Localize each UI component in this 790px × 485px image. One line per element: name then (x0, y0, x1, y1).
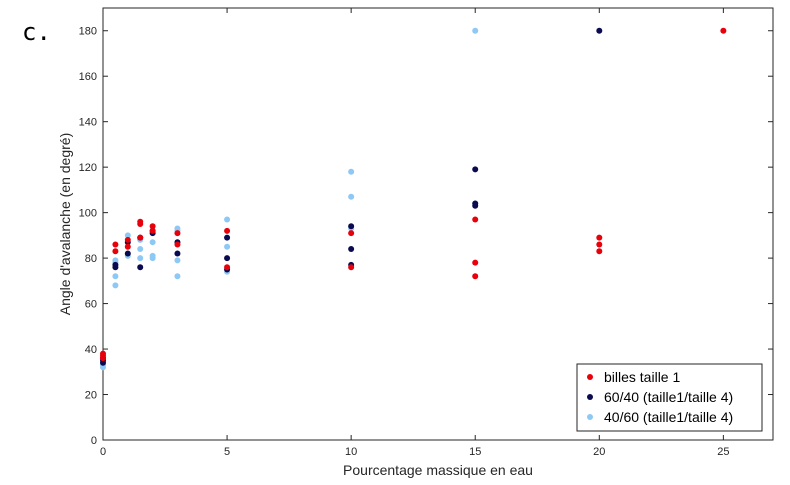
legend-box (576, 363, 763, 432)
data-point (174, 257, 181, 264)
y-tick-label: 140 (79, 117, 97, 129)
x-axis-label: Pourcentage massique en eau (343, 462, 533, 478)
data-point (472, 259, 479, 266)
data-point (472, 27, 479, 34)
data-point (596, 241, 603, 248)
data-point (149, 223, 156, 230)
data-point (348, 264, 355, 271)
y-tick-label: 180 (79, 26, 97, 38)
data-point (112, 282, 119, 289)
data-point (472, 202, 479, 209)
y-tick-label: 120 (79, 162, 97, 174)
data-point (596, 248, 603, 255)
data-point (224, 216, 231, 223)
y-tick-label: 40 (85, 344, 97, 356)
data-point (124, 232, 131, 239)
data-point (149, 227, 156, 234)
panel-label: c. (22, 18, 51, 46)
data-point (224, 264, 231, 271)
data-point (348, 223, 355, 230)
data-point (112, 273, 119, 280)
y-tick-label: 160 (79, 71, 97, 83)
y-tick-label: 80 (85, 253, 97, 265)
axis-ticks: 0 5 10 15 20 25 0 20 40 60 80 100 120 140 160 180 (79, 8, 773, 458)
data-point (174, 225, 181, 232)
data-point (137, 255, 144, 262)
data-point (137, 264, 144, 271)
legend-label-60-40: 60/40 (taille1/taille 4) (604, 389, 733, 405)
data-point (348, 230, 355, 237)
data-point (112, 257, 119, 264)
x-tick-label: 15 (469, 446, 481, 458)
data-point (174, 230, 181, 237)
x-tick-label: 5 (224, 446, 230, 458)
data-point (224, 234, 231, 241)
data-point (472, 216, 479, 223)
data-point (224, 227, 231, 234)
data-point (174, 241, 181, 248)
y-tick-label: 20 (85, 390, 97, 402)
data-point (100, 350, 106, 357)
x-tick-label: 20 (593, 446, 605, 458)
data-point (348, 193, 355, 200)
data-point (112, 248, 119, 255)
data-points (100, 27, 727, 371)
data-point (224, 243, 231, 250)
data-point (149, 239, 156, 246)
y-axis-label: Angle d'avalanche (en degré) (57, 133, 73, 315)
data-point (124, 250, 131, 257)
data-point (174, 273, 181, 280)
data-point (224, 255, 231, 262)
data-point (472, 166, 479, 173)
data-point (348, 246, 355, 253)
data-point (596, 234, 603, 241)
y-tick-label: 0 (91, 435, 97, 447)
data-point (124, 243, 131, 250)
legend-label-billes: billes taille 1 (604, 369, 680, 385)
legend-marker-billes (587, 374, 593, 380)
legend-marker-60-40 (587, 394, 593, 400)
x-tick-label: 10 (345, 446, 357, 458)
legend: billes taille 1 60/40 (taille1/taille 4)… (576, 363, 763, 432)
x-tick-label: 0 (100, 446, 106, 458)
y-tick-label: 100 (79, 208, 97, 220)
data-point (472, 273, 479, 280)
data-point (720, 27, 727, 34)
legend-marker-40-60 (587, 414, 593, 420)
data-point (596, 27, 603, 34)
data-point (124, 236, 131, 243)
data-point (112, 261, 119, 268)
data-point (174, 250, 181, 257)
x-tick-label: 25 (717, 446, 729, 458)
data-point (137, 246, 144, 253)
data-point (137, 221, 144, 227)
data-point (112, 241, 119, 248)
data-point (137, 234, 144, 241)
y-tick-label: 60 (85, 299, 97, 311)
legend-label-40-60: 40/60 (taille1/taille 4) (604, 409, 733, 425)
data-point (149, 252, 156, 259)
data-point (348, 168, 355, 175)
